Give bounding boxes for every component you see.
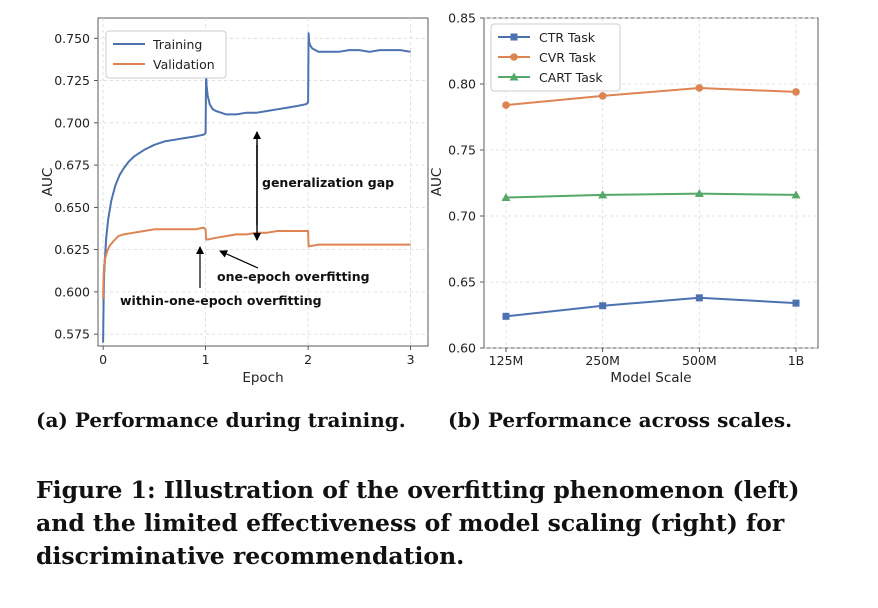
figure-caption-line: Figure 1: Illustration of the overfittin… bbox=[36, 476, 800, 504]
x-tick-label: 2 bbox=[304, 352, 312, 367]
legend-entries-scaling bbox=[498, 33, 530, 81]
x-axis-label-training: Epoch bbox=[242, 370, 283, 386]
ctr-point bbox=[695, 294, 703, 302]
x-tick-label: 1B bbox=[788, 353, 805, 368]
one-epoch-arrow bbox=[219, 250, 259, 269]
x-tick-label: 0 bbox=[99, 352, 107, 367]
y-ticks-scaling: 0.60 0.65 0.70 0.75 0.80 0.85 bbox=[448, 11, 484, 356]
ctr-point bbox=[502, 312, 510, 320]
y-tick-label: 0.725 bbox=[54, 73, 90, 88]
annotations-training: generalization gap one-epoch overfitting… bbox=[120, 131, 394, 308]
cart-point bbox=[791, 190, 801, 199]
y-tick-label: 0.600 bbox=[54, 284, 90, 299]
cvr-point bbox=[792, 88, 800, 96]
y-tick-label: 0.70 bbox=[448, 209, 476, 224]
y-tick-label: 0.575 bbox=[54, 327, 90, 342]
legend-training: Training Validation bbox=[105, 30, 227, 79]
y-ticks-training: 0.575 0.600 0.625 0.650 0.675 0.700 0.725 0.750 bbox=[54, 31, 98, 342]
cart-point bbox=[501, 193, 511, 202]
subcaption-a: (a) Performance during training. bbox=[36, 408, 406, 432]
legend-label-training: Training bbox=[152, 37, 202, 52]
y-axis-label-scaling: AUC bbox=[429, 168, 445, 197]
x-tick-label: 125M bbox=[489, 353, 524, 368]
y-tick-label: 0.750 bbox=[54, 31, 90, 46]
figure-caption-line: discriminative recommendation. bbox=[36, 542, 465, 570]
x-ticks-scaling: 125M 250M 500M 1B bbox=[489, 348, 805, 368]
y-axis-label-training: AUC bbox=[40, 168, 56, 197]
x-ticks-training: 0 1 2 3 bbox=[99, 346, 415, 367]
y-tick-label: 0.60 bbox=[448, 341, 476, 356]
x-axis-label-scaling: Model Scale bbox=[610, 370, 691, 386]
x-tick-label: 3 bbox=[407, 352, 415, 367]
legend-label-validation: Validation bbox=[153, 57, 215, 72]
annotation-one-epoch-overfitting: one-epoch overfitting bbox=[217, 269, 370, 284]
figure-caption: Figure 1: Illustration of the overfittin… bbox=[36, 474, 851, 573]
training-line bbox=[102, 32, 411, 343]
x-tick-label: 250M bbox=[585, 353, 620, 368]
legend-marker-ctr bbox=[510, 33, 518, 41]
validation-line bbox=[102, 226, 411, 299]
y-tick-label: 0.650 bbox=[54, 200, 90, 215]
legend-scaling: CTR Task CVR Task CART Task bbox=[490, 23, 621, 92]
y-tick-label: 0.85 bbox=[448, 11, 476, 26]
ctr-point bbox=[599, 302, 607, 310]
cvr-point bbox=[695, 84, 704, 92]
y-tick-label: 0.675 bbox=[54, 158, 90, 173]
figure-caption-line: and the limited effectiveness of model s… bbox=[36, 509, 785, 537]
series-training bbox=[102, 32, 411, 343]
annotation-generalization-gap: generalization gap bbox=[262, 175, 394, 190]
legend-box-training bbox=[105, 30, 227, 79]
x-tick-label: 1 bbox=[202, 352, 210, 367]
y-tick-label: 0.75 bbox=[448, 143, 476, 158]
x-tick-label: 500M bbox=[682, 353, 717, 368]
cvr-line bbox=[505, 86, 797, 107]
legend-label-cvr: CVR Task bbox=[539, 50, 597, 65]
ctr-point bbox=[792, 299, 800, 307]
chart-training: 0 1 2 3 0.575 0.600 0.625 0.650 0.675 0.700 0.725… bbox=[40, 17, 429, 386]
legend-box-scaling bbox=[490, 23, 621, 92]
cvr-point bbox=[598, 92, 607, 100]
cart-point bbox=[694, 189, 704, 198]
y-tick-label: 0.700 bbox=[54, 115, 90, 130]
subcaption-b: (b) Performance across scales. bbox=[448, 408, 793, 432]
y-tick-label: 0.80 bbox=[448, 77, 476, 92]
legend-label-ctr: CTR Task bbox=[539, 30, 596, 45]
y-tick-label: 0.65 bbox=[448, 275, 476, 290]
y-tick-label: 0.625 bbox=[54, 242, 90, 257]
series-scaling bbox=[501, 84, 801, 320]
legend-marker-cart bbox=[509, 72, 519, 81]
annotation-within-one-epoch-overfitting: within-one-epoch overfitting bbox=[120, 293, 322, 308]
cart-line bbox=[505, 192, 797, 199]
cart-point bbox=[598, 190, 608, 199]
cvr-point bbox=[502, 101, 510, 109]
legend-label-cart: CART Task bbox=[539, 70, 603, 85]
legend-marker-cvr bbox=[510, 53, 518, 61]
ctr-line bbox=[505, 296, 797, 318]
chart-scaling: 125M 250M 500M 1B 0.600.650.700.750.800.85 … bbox=[429, 11, 819, 386]
